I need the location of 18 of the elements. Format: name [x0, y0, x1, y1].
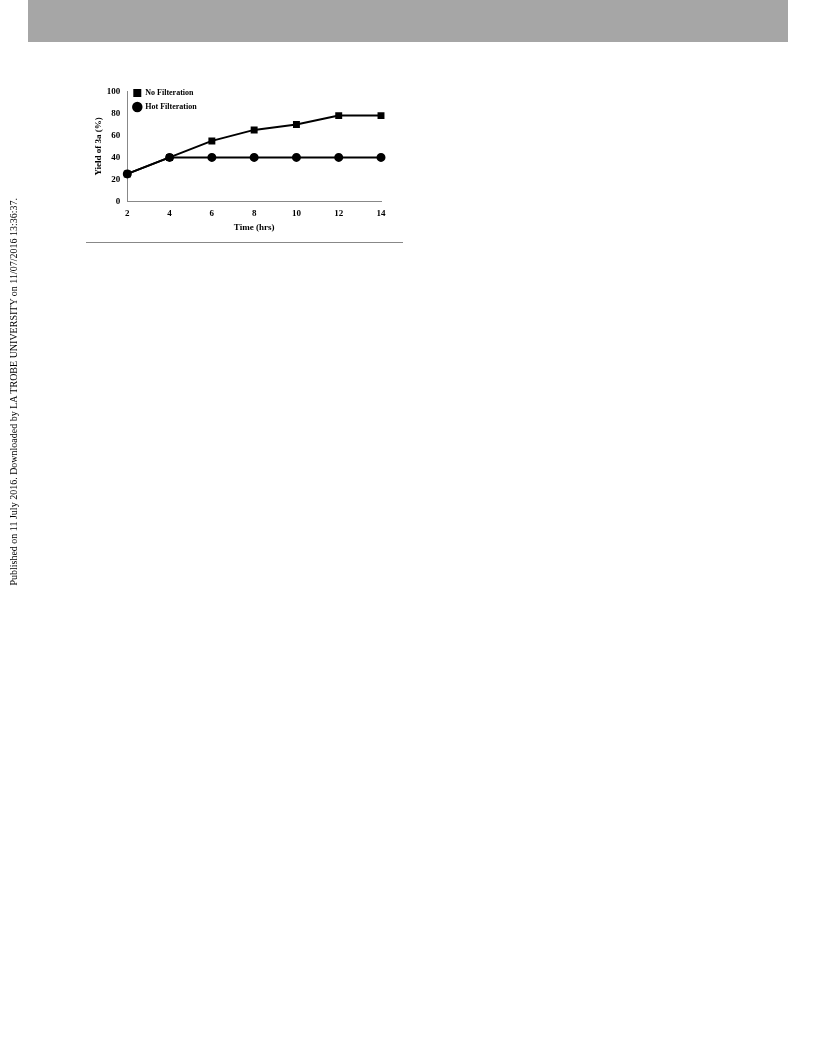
y-tick-label: 40: [111, 151, 121, 162]
x-tick-label: 8: [251, 208, 257, 219]
y-axis-title: Yield of 3a (%): [92, 117, 103, 176]
y-tick-label: 100: [106, 85, 121, 96]
x-tick-label: 10: [291, 208, 302, 219]
x-axis-title: Time (hrs): [233, 221, 275, 232]
x-tick-label: 4: [167, 208, 173, 219]
y-tick-label: 0: [115, 195, 121, 206]
text: Published on 11 July 2016. Downloaded by LA TROBE UNIVERSITY on 11/07/2016 13:36:37.: [8, 198, 19, 586]
x-tick-label: 14: [376, 208, 386, 219]
x-tick-label: 12: [334, 208, 344, 219]
x-tick-label: 2: [125, 208, 131, 219]
y-tick-label: 80: [111, 107, 121, 118]
x-tick-label: 6: [209, 208, 215, 219]
y-tick-label: 20: [111, 173, 121, 184]
legend-label: Hot Filteration: [145, 102, 198, 112]
y-tick-label: 60: [111, 129, 121, 140]
legend-label: No Filteration: [145, 88, 195, 98]
